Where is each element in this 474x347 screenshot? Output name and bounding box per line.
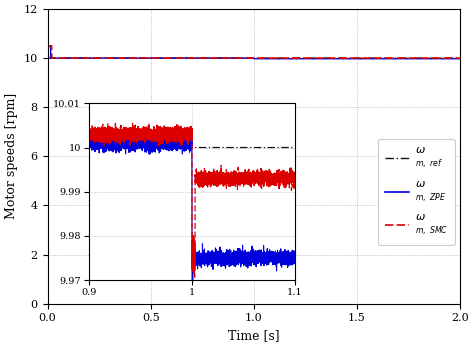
Legend: $\omega$
$_{m,\ ref}$, $\omega$
$_{m,\ ZPE}$, $\omega$
$_{m,\ SMC}$: $\omega$ $_{m,\ ref}$, $\omega$ $_{m,\ Z…: [378, 138, 455, 245]
X-axis label: Time [s]: Time [s]: [228, 329, 280, 342]
Y-axis label: Motor speeds [rpm]: Motor speeds [rpm]: [5, 93, 18, 220]
